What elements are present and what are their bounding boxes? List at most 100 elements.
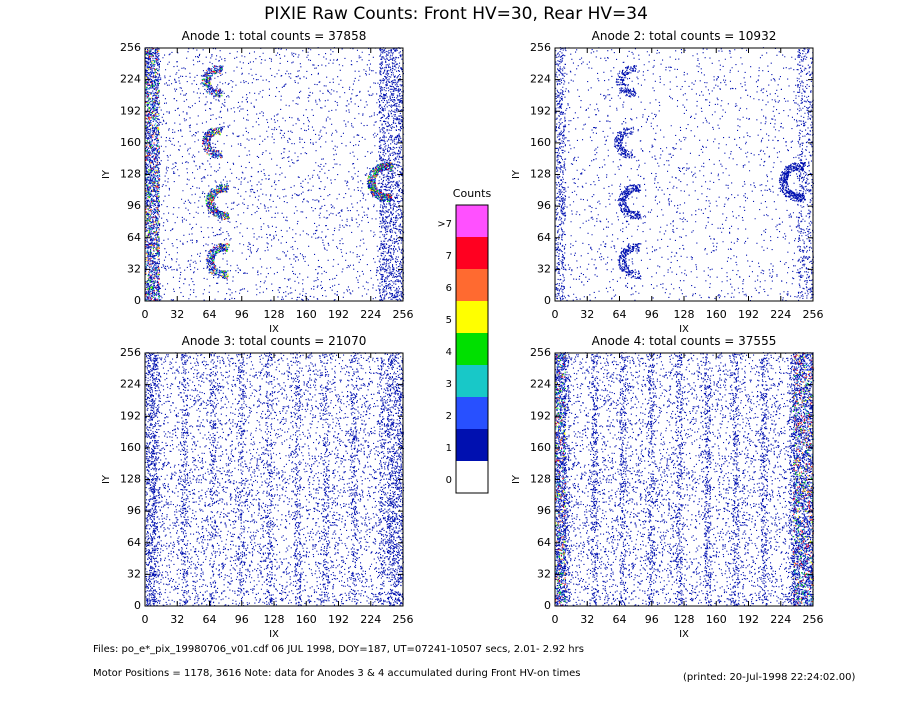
x-tick-label: 64 (613, 308, 627, 321)
y-tick-label: 128 (530, 168, 551, 181)
panel-title: Anode 1: total counts = 37858 (182, 29, 367, 43)
x-tick-label: 96 (235, 308, 249, 321)
colorbar-label: 4 (446, 347, 452, 358)
x-axis-label: IX (269, 629, 279, 640)
x-tick-label: 192 (328, 613, 349, 626)
count-texture (145, 352, 405, 607)
page-title: PIXIE Raw Counts: Front HV=30, Rear HV=3… (264, 4, 648, 24)
x-tick-label: 192 (738, 308, 759, 321)
x-tick-label: 32 (580, 613, 594, 626)
x-tick-label: 96 (645, 308, 659, 321)
footer-motor: Motor Positions = 1178, 3616 Note: data … (93, 668, 580, 679)
y-tick-label: 0 (544, 294, 551, 307)
y-tick-label: 32 (127, 567, 141, 580)
y-tick-label: 64 (127, 536, 141, 549)
y-tick-label: 96 (127, 199, 141, 212)
y-tick-label: 256 (530, 41, 551, 54)
x-tick-label: 64 (203, 613, 217, 626)
y-tick-label: 192 (120, 104, 141, 117)
x-tick-label: 96 (235, 613, 249, 626)
y-tick-label: 192 (120, 409, 141, 422)
count-texture (145, 48, 393, 301)
y-tick-label: 32 (537, 262, 551, 275)
colorbar-title: Counts (453, 187, 492, 200)
x-tick-label: 128 (674, 613, 695, 626)
y-tick-label: 192 (530, 104, 551, 117)
y-tick-label: 160 (530, 136, 551, 149)
x-tick-label: 160 (706, 613, 727, 626)
y-tick-label: 256 (120, 346, 141, 359)
plot-frame (554, 352, 814, 607)
y-tick-label: 32 (537, 567, 551, 580)
x-tick-label: 32 (170, 613, 184, 626)
colorbar-bin (456, 365, 488, 397)
colorbar-label: 2 (446, 411, 452, 422)
count-texture (555, 352, 815, 607)
x-tick-label: 0 (142, 308, 149, 321)
y-tick-label: 128 (530, 473, 551, 486)
x-tick-label: 160 (296, 308, 317, 321)
colorbar-bin (456, 461, 488, 493)
colorbar-bin (456, 237, 488, 269)
colorbar-label: 0 (446, 475, 452, 486)
x-axis-label: IX (269, 324, 279, 335)
count-texture (145, 49, 394, 299)
y-tick-label: 160 (120, 441, 141, 454)
x-tick-label: 256 (393, 308, 414, 321)
panel-title: Anode 4: total counts = 37555 (592, 334, 777, 348)
x-axis-label: IX (679, 324, 689, 335)
y-tick-label: 64 (127, 231, 141, 244)
x-tick-label: 96 (645, 613, 659, 626)
colorbar-label: >7 (437, 219, 452, 230)
x-tick-label: 256 (803, 613, 824, 626)
y-tick-label: 0 (134, 599, 141, 612)
x-tick-label: 32 (580, 308, 594, 321)
y-tick-label: 32 (127, 262, 141, 275)
x-tick-label: 192 (328, 308, 349, 321)
x-tick-label: 128 (264, 308, 285, 321)
colorbar-bin (456, 397, 488, 429)
x-tick-label: 32 (170, 308, 184, 321)
footer-files: Files: po_e*_pix_19980706_v01.cdf 06 JUL… (93, 644, 584, 655)
x-axis-label: IX (679, 629, 689, 640)
panel-title: Anode 3: total counts = 21070 (182, 334, 367, 348)
x-tick-label: 0 (142, 613, 149, 626)
y-tick-label: 256 (120, 41, 141, 54)
y-axis-label: IY (101, 474, 112, 484)
y-tick-label: 128 (120, 473, 141, 486)
y-tick-label: 0 (544, 599, 551, 612)
x-tick-label: 64 (203, 308, 217, 321)
x-tick-label: 224 (770, 308, 791, 321)
count-texture (145, 51, 394, 298)
x-tick-label: 256 (803, 308, 824, 321)
y-axis-label: IY (511, 169, 522, 179)
plot-frame (144, 352, 404, 607)
y-tick-label: 224 (120, 378, 141, 391)
x-tick-label: 256 (393, 613, 414, 626)
y-tick-label: 160 (530, 441, 551, 454)
colorbar-bin (456, 301, 488, 333)
y-tick-label: 224 (120, 73, 141, 86)
footer-printed: (printed: 20-Jul-1998 22:24:02.00) (683, 672, 855, 683)
colorbar-label: 5 (446, 315, 452, 326)
x-tick-label: 224 (360, 308, 381, 321)
x-tick-label: 160 (706, 308, 727, 321)
x-tick-label: 224 (770, 613, 791, 626)
y-tick-label: 96 (537, 504, 551, 517)
colorbar-bin (456, 269, 488, 301)
x-tick-label: 0 (552, 308, 559, 321)
y-axis-label: IY (511, 474, 522, 484)
colorbar-label: 7 (446, 251, 452, 262)
x-tick-label: 128 (674, 308, 695, 321)
count-texture (555, 47, 814, 302)
colorbar-label: 3 (446, 379, 452, 390)
x-tick-label: 160 (296, 613, 317, 626)
y-tick-label: 96 (537, 199, 551, 212)
colorbar-bin (456, 205, 488, 237)
colorbar-bin (456, 333, 488, 365)
colorbar-frame (455, 204, 489, 494)
y-tick-label: 160 (120, 136, 141, 149)
x-tick-label: 192 (738, 613, 759, 626)
y-tick-label: 64 (537, 231, 551, 244)
